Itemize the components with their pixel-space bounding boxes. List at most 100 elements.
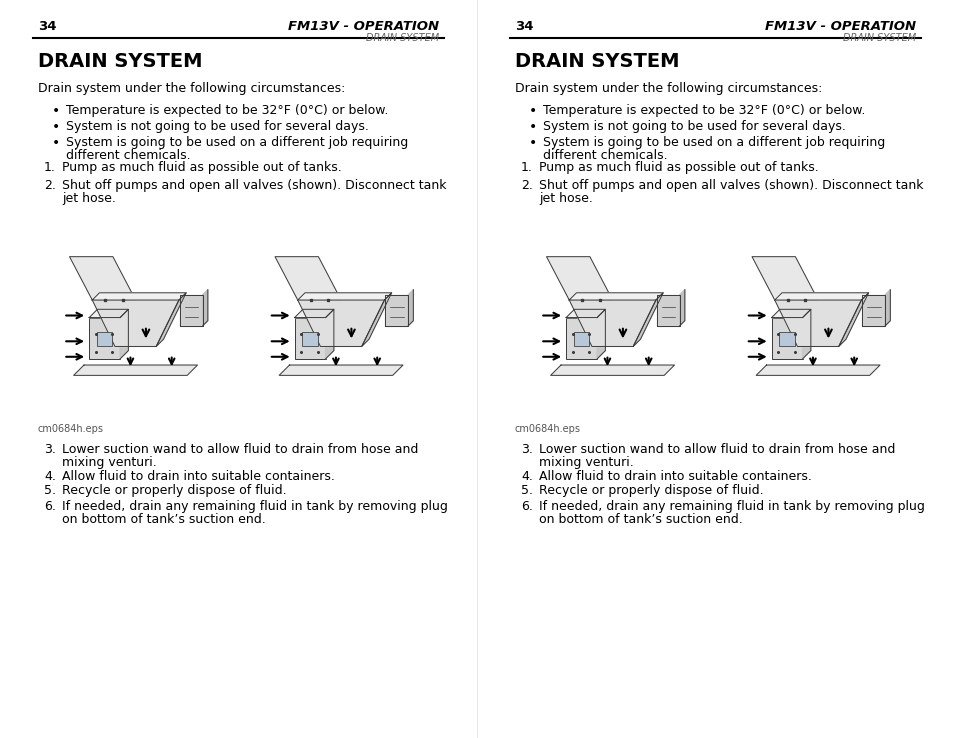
- Text: Temperature is expected to be 32°F (0°C) or below.: Temperature is expected to be 32°F (0°C)…: [66, 104, 388, 117]
- Text: Drain system under the following circumstances:: Drain system under the following circums…: [38, 82, 345, 95]
- Text: 6.: 6.: [520, 500, 533, 513]
- Polygon shape: [97, 332, 112, 346]
- Text: 5.: 5.: [520, 484, 533, 497]
- Text: 34: 34: [515, 20, 533, 33]
- Text: Allow fluid to drain into suitable containers.: Allow fluid to drain into suitable conta…: [538, 470, 811, 483]
- Text: System is not going to be used for several days.: System is not going to be used for sever…: [66, 120, 369, 133]
- Polygon shape: [302, 332, 317, 346]
- Polygon shape: [774, 293, 868, 300]
- Text: 2.: 2.: [520, 179, 533, 192]
- Polygon shape: [274, 257, 341, 300]
- Polygon shape: [774, 300, 861, 346]
- Polygon shape: [657, 295, 679, 325]
- Polygon shape: [779, 332, 794, 346]
- Text: jet hose.: jet hose.: [62, 192, 115, 205]
- Text: •: •: [52, 120, 60, 134]
- Text: FM13V - OPERATION: FM13V - OPERATION: [288, 20, 438, 33]
- Polygon shape: [884, 290, 889, 325]
- Polygon shape: [550, 365, 674, 376]
- Text: DRAIN SYSTEM: DRAIN SYSTEM: [366, 33, 438, 43]
- Polygon shape: [408, 290, 413, 325]
- Polygon shape: [801, 309, 810, 359]
- Polygon shape: [565, 317, 597, 359]
- Text: •: •: [52, 136, 60, 150]
- Text: jet hose.: jet hose.: [538, 192, 592, 205]
- Polygon shape: [633, 293, 662, 346]
- Text: Recycle or properly dispose of fluid.: Recycle or properly dispose of fluid.: [538, 484, 762, 497]
- Text: System is going to be used on a different job requiring: System is going to be used on a differen…: [66, 136, 408, 149]
- Polygon shape: [569, 293, 662, 300]
- Text: FM13V - OPERATION: FM13V - OPERATION: [764, 20, 915, 33]
- Polygon shape: [279, 365, 402, 376]
- Text: 4.: 4.: [44, 470, 56, 483]
- Text: Recycle or properly dispose of fluid.: Recycle or properly dispose of fluid.: [62, 484, 286, 497]
- Polygon shape: [569, 300, 656, 346]
- Text: cm0684h.eps: cm0684h.eps: [38, 424, 104, 434]
- Text: 3.: 3.: [44, 443, 56, 456]
- Polygon shape: [862, 320, 889, 325]
- Text: System is not going to be used for several days.: System is not going to be used for sever…: [542, 120, 845, 133]
- Text: If needed, drain any remaining fluid in tank by removing plug: If needed, drain any remaining fluid in …: [538, 500, 923, 513]
- Text: DRAIN SYSTEM: DRAIN SYSTEM: [515, 52, 679, 71]
- Polygon shape: [756, 365, 879, 376]
- Text: 1.: 1.: [44, 161, 56, 174]
- Text: DRAIN SYSTEM: DRAIN SYSTEM: [38, 52, 202, 71]
- Polygon shape: [70, 257, 135, 300]
- Polygon shape: [546, 257, 612, 300]
- Text: 1.: 1.: [520, 161, 533, 174]
- Text: different chemicals.: different chemicals.: [542, 149, 667, 162]
- Polygon shape: [180, 320, 208, 325]
- Text: Shut off pumps and open all valves (shown). Disconnect tank: Shut off pumps and open all valves (show…: [538, 179, 923, 192]
- Polygon shape: [771, 317, 801, 359]
- Polygon shape: [89, 317, 120, 359]
- Text: 2.: 2.: [44, 179, 56, 192]
- Text: •: •: [529, 120, 537, 134]
- Polygon shape: [597, 309, 605, 359]
- Text: Pump as much fluid as possible out of tanks.: Pump as much fluid as possible out of ta…: [538, 161, 818, 174]
- Text: 5.: 5.: [44, 484, 56, 497]
- Text: If needed, drain any remaining fluid in tank by removing plug: If needed, drain any remaining fluid in …: [62, 500, 447, 513]
- Text: cm0684h.eps: cm0684h.eps: [515, 424, 580, 434]
- Text: 6.: 6.: [44, 500, 56, 513]
- Polygon shape: [294, 309, 334, 317]
- Text: mixing venturi.: mixing venturi.: [62, 456, 156, 469]
- Text: •: •: [529, 136, 537, 150]
- Polygon shape: [92, 293, 186, 300]
- Polygon shape: [385, 295, 408, 325]
- Polygon shape: [385, 320, 413, 325]
- Text: Drain system under the following circumstances:: Drain system under the following circums…: [515, 82, 821, 95]
- Polygon shape: [202, 290, 208, 325]
- Polygon shape: [156, 293, 186, 346]
- Text: Lower suction wand to allow fluid to drain from hose and: Lower suction wand to allow fluid to dra…: [62, 443, 418, 456]
- Text: Temperature is expected to be 32°F (0°C) or below.: Temperature is expected to be 32°F (0°C)…: [542, 104, 864, 117]
- Polygon shape: [297, 293, 392, 300]
- Polygon shape: [297, 300, 384, 346]
- Text: on bottom of tank’s suction end.: on bottom of tank’s suction end.: [538, 513, 742, 526]
- Polygon shape: [73, 365, 197, 376]
- Polygon shape: [574, 332, 589, 346]
- Polygon shape: [565, 309, 605, 317]
- Polygon shape: [771, 309, 810, 317]
- Polygon shape: [325, 309, 334, 359]
- Text: 4.: 4.: [520, 470, 533, 483]
- Polygon shape: [120, 309, 129, 359]
- Polygon shape: [89, 309, 129, 317]
- Polygon shape: [862, 295, 884, 325]
- Text: DRAIN SYSTEM: DRAIN SYSTEM: [842, 33, 915, 43]
- Polygon shape: [180, 295, 202, 325]
- Text: •: •: [52, 104, 60, 118]
- Text: mixing venturi.: mixing venturi.: [538, 456, 633, 469]
- Text: Shut off pumps and open all valves (shown). Disconnect tank: Shut off pumps and open all valves (show…: [62, 179, 446, 192]
- Polygon shape: [294, 317, 325, 359]
- Text: 34: 34: [38, 20, 56, 33]
- Polygon shape: [751, 257, 818, 300]
- Polygon shape: [361, 293, 392, 346]
- Polygon shape: [92, 300, 179, 346]
- Text: System is going to be used on a different job requiring: System is going to be used on a differen…: [542, 136, 884, 149]
- Polygon shape: [657, 320, 684, 325]
- Text: Pump as much fluid as possible out of tanks.: Pump as much fluid as possible out of ta…: [62, 161, 341, 174]
- Text: different chemicals.: different chemicals.: [66, 149, 191, 162]
- Text: 3.: 3.: [520, 443, 533, 456]
- Text: Lower suction wand to allow fluid to drain from hose and: Lower suction wand to allow fluid to dra…: [538, 443, 895, 456]
- Polygon shape: [838, 293, 868, 346]
